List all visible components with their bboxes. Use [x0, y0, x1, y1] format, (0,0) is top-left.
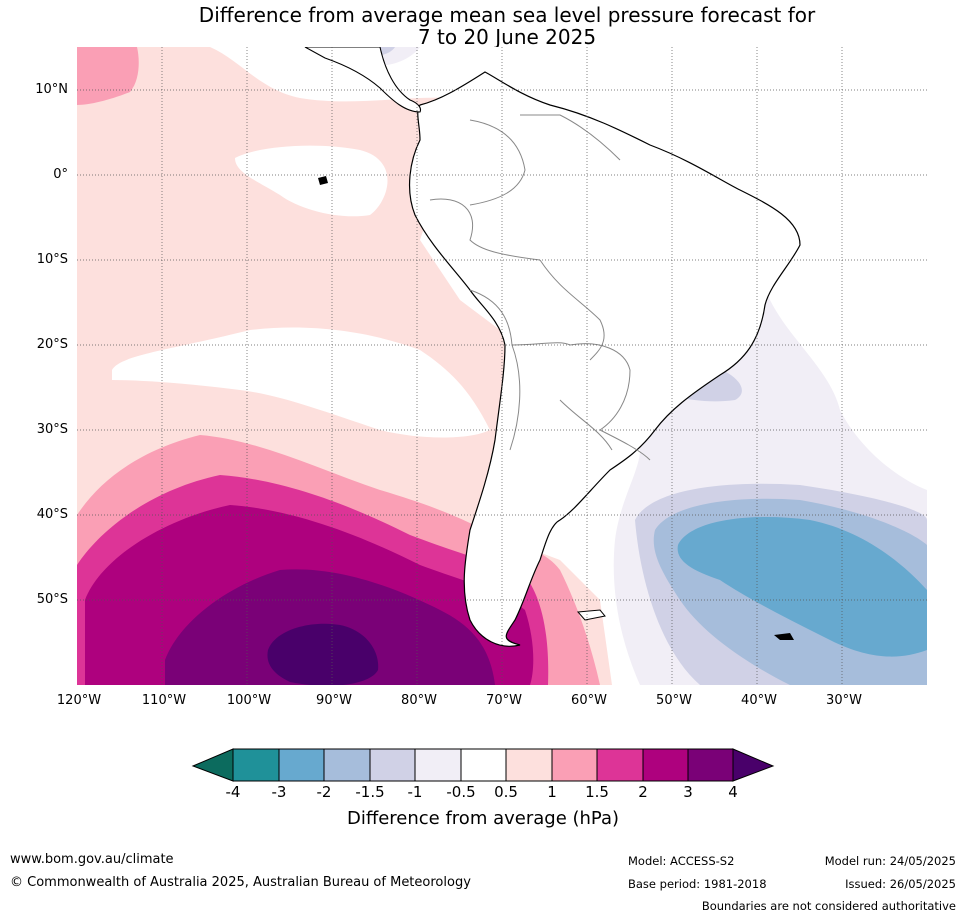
colorbar-tick: -1 — [407, 783, 423, 801]
lon-label-80w: 80°W — [401, 693, 437, 708]
pressure-anomaly-field — [77, 47, 927, 685]
copyright-text: © Commonwealth of Australia 2025, Austra… — [10, 875, 471, 890]
colorbar-seg-10 — [642, 748, 689, 782]
colorbar-tick: 4 — [728, 783, 738, 801]
anomaly-band-above-4 — [267, 623, 379, 685]
colorbar-seg-7 — [505, 748, 553, 782]
lat-label-10n: 10°N — [35, 82, 68, 97]
lat-label-0: 0° — [53, 167, 68, 182]
lon-label-120w: 120°W — [56, 693, 102, 708]
lon-label-50w: 50°W — [656, 693, 692, 708]
central-america-coastline — [304, 47, 422, 113]
colorbar-over-arrow — [732, 748, 775, 782]
colorbar-seg-11 — [687, 748, 734, 782]
colorbar-seg-9 — [596, 748, 644, 782]
colorbar-tick: -1.5 — [355, 783, 385, 801]
colorbar-seg-2 — [278, 748, 325, 782]
lon-label-30w: 30°W — [826, 693, 862, 708]
colorbar-tick: 0.5 — [494, 783, 518, 801]
colorbar-seg-1 — [232, 748, 280, 782]
colorbar — [191, 748, 775, 782]
lon-label-100w: 100°W — [226, 693, 272, 708]
title-line-1: Difference from average mean sea level p… — [198, 3, 816, 27]
lon-label-90w: 90°W — [316, 693, 352, 708]
galapagos-islands — [318, 176, 328, 185]
colorbar-seg-3 — [323, 748, 371, 782]
base-period: Base period: 1981-2018 — [628, 877, 767, 891]
colorbar-tick: 1.5 — [585, 783, 609, 801]
lon-label-60w: 60°W — [571, 693, 607, 708]
colorbar-seg-8 — [551, 748, 598, 782]
colorbar-tick: 2 — [638, 783, 648, 801]
anomaly-band-neutral-west — [112, 327, 490, 438]
colorbar-tick: -2 — [316, 783, 332, 801]
lat-label-10s: 10°S — [36, 252, 68, 267]
website-link[interactable]: www.bom.gov.au/climate — [10, 852, 174, 867]
colorbar-tick: 1 — [547, 783, 557, 801]
title-line-2: 7 to 20 June 2025 — [417, 25, 597, 49]
colorbar-tick: -0.5 — [446, 783, 476, 801]
model-run-date: Model run: 24/05/2025 — [824, 854, 956, 868]
country-borders — [429, 114, 651, 461]
colorbar-under-arrow — [191, 748, 234, 782]
colorbar-seg-4 — [369, 748, 416, 782]
lon-label-70w: 70°W — [486, 693, 522, 708]
anomaly-band-minus-2-minus-3 — [677, 517, 927, 657]
anomaly-band-neutral-equator — [235, 145, 388, 217]
falkland-islands — [576, 609, 606, 621]
lat-label-40s: 40°S — [36, 507, 68, 522]
colorbar-seg-5 — [414, 748, 462, 782]
south-georgia — [774, 633, 794, 640]
colorbar-tick: -4 — [225, 783, 241, 801]
lon-label-110w: 110°W — [141, 693, 187, 708]
south-america-coastline — [409, 71, 801, 647]
anomaly-band-1-1.5-north — [77, 47, 139, 105]
colorbar-title: Difference from average (hPa) — [346, 808, 620, 829]
colorbar-seg-6 — [460, 748, 507, 782]
graticule — [77, 47, 927, 685]
lat-label-50s: 50°S — [36, 592, 68, 607]
colorbar-tick: -3 — [271, 783, 287, 801]
lat-label-30s: 30°S — [36, 422, 68, 437]
model-name: Model: ACCESS-S2 — [628, 854, 735, 868]
colorbar-tick: 3 — [683, 783, 693, 801]
boundaries-disclaimer: Boundaries are not considered authoritat… — [701, 899, 956, 913]
issued-date: Issued: 26/05/2025 — [845, 877, 956, 891]
lon-label-40w: 40°W — [741, 693, 777, 708]
lat-label-20s: 20°S — [36, 337, 68, 352]
map-title: Difference from average mean sea level p… — [0, 4, 965, 48]
